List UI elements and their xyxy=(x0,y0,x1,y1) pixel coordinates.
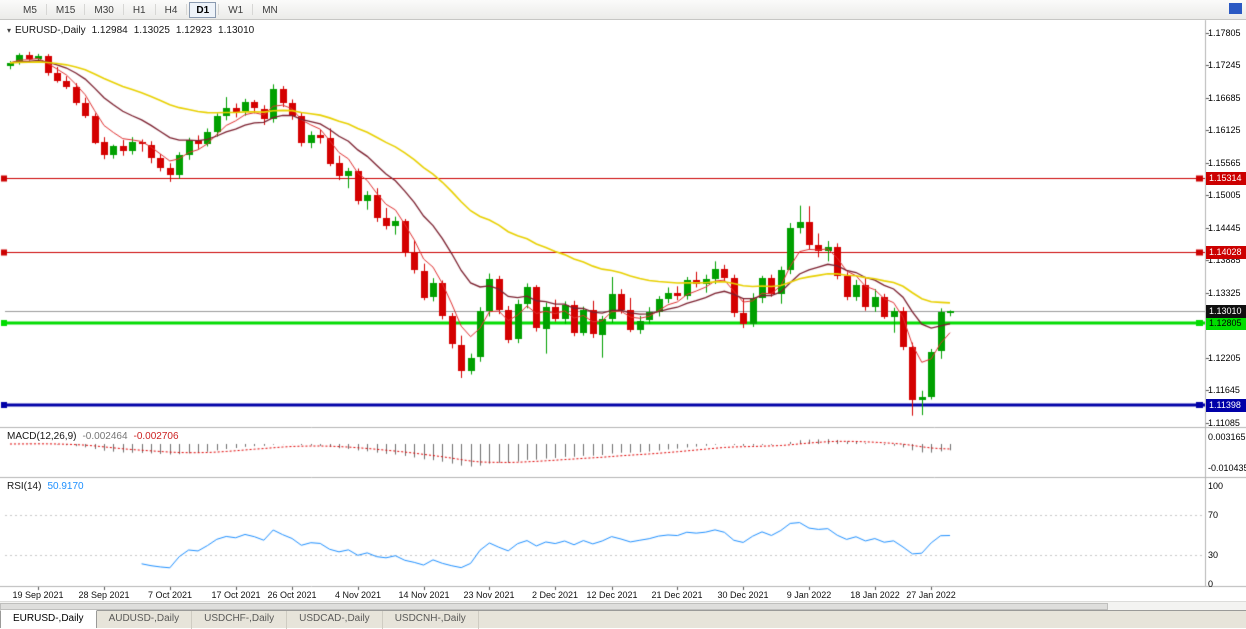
toolbar-separator xyxy=(154,4,156,15)
horizontal-scrollbar-thumb[interactable] xyxy=(0,603,1108,610)
tab-eurusd-daily[interactable]: EURUSD-,Daily xyxy=(0,610,97,628)
macd-main-value: -0.002464 xyxy=(82,431,128,442)
horizontal-scrollbar[interactable] xyxy=(0,601,1246,610)
timeframe-button-m15[interactable]: M15 xyxy=(49,2,82,18)
timeframe-button-mn[interactable]: MN xyxy=(255,2,285,18)
toolbar-separator xyxy=(186,4,188,15)
timeframe-button-h1[interactable]: H1 xyxy=(126,2,153,18)
open-value: 1.12984 xyxy=(91,25,128,36)
symbol-period-label: EURUSD-,Daily xyxy=(15,25,86,36)
toolbar-separator xyxy=(218,4,220,15)
blue-indicator xyxy=(1229,3,1242,14)
toolbar-separator xyxy=(84,4,86,15)
rsi-value: 50.9170 xyxy=(47,481,84,492)
macd-signal-value: -0.002706 xyxy=(133,431,179,442)
macd-header: MACD(12,26,9) -0.002464 -0.002706 xyxy=(7,431,179,442)
timeframe-toolbar: M5 M15 M30 H1 H4 D1 W1 MN xyxy=(0,0,1246,20)
toolbar-separator xyxy=(122,4,124,15)
tab-usdcnh-daily[interactable]: USDCNH-,Daily xyxy=(383,611,479,629)
timeframe-button-w1[interactable]: W1 xyxy=(221,2,250,18)
timeframe-button-h4[interactable]: H4 xyxy=(158,2,185,18)
timeframe-button-m30[interactable]: M30 xyxy=(87,2,120,18)
ohlc-header: ▾ EURUSD-,Daily 1.12984 1.13025 1.12923 1.130… xyxy=(7,25,254,36)
timeframe-button-m5[interactable]: M5 xyxy=(16,2,44,18)
toolbar-separator xyxy=(45,4,47,15)
rsi-label: RSI(14) xyxy=(7,481,42,492)
chart-tab-bar: EURUSD-,Daily AUDUSD-,Daily USDCHF-,Dail… xyxy=(0,610,1246,629)
close-value: 1.13010 xyxy=(218,25,255,36)
high-value: 1.13025 xyxy=(133,25,170,36)
chart-symbol-icon: ▾ xyxy=(7,26,12,35)
tab-usdcad-daily[interactable]: USDCAD-,Daily xyxy=(287,611,383,629)
tab-audusd-daily[interactable]: AUDUSD-,Daily xyxy=(97,611,193,629)
tab-usdchf-daily[interactable]: USDCHF-,Daily xyxy=(192,611,288,629)
low-value: 1.12923 xyxy=(175,25,213,36)
macd-label: MACD(12,26,9) xyxy=(7,431,77,442)
timeframe-button-d1[interactable]: D1 xyxy=(189,1,217,18)
toolbar-separator xyxy=(252,4,254,15)
rsi-header: RSI(14) 50.9170 xyxy=(7,481,84,492)
